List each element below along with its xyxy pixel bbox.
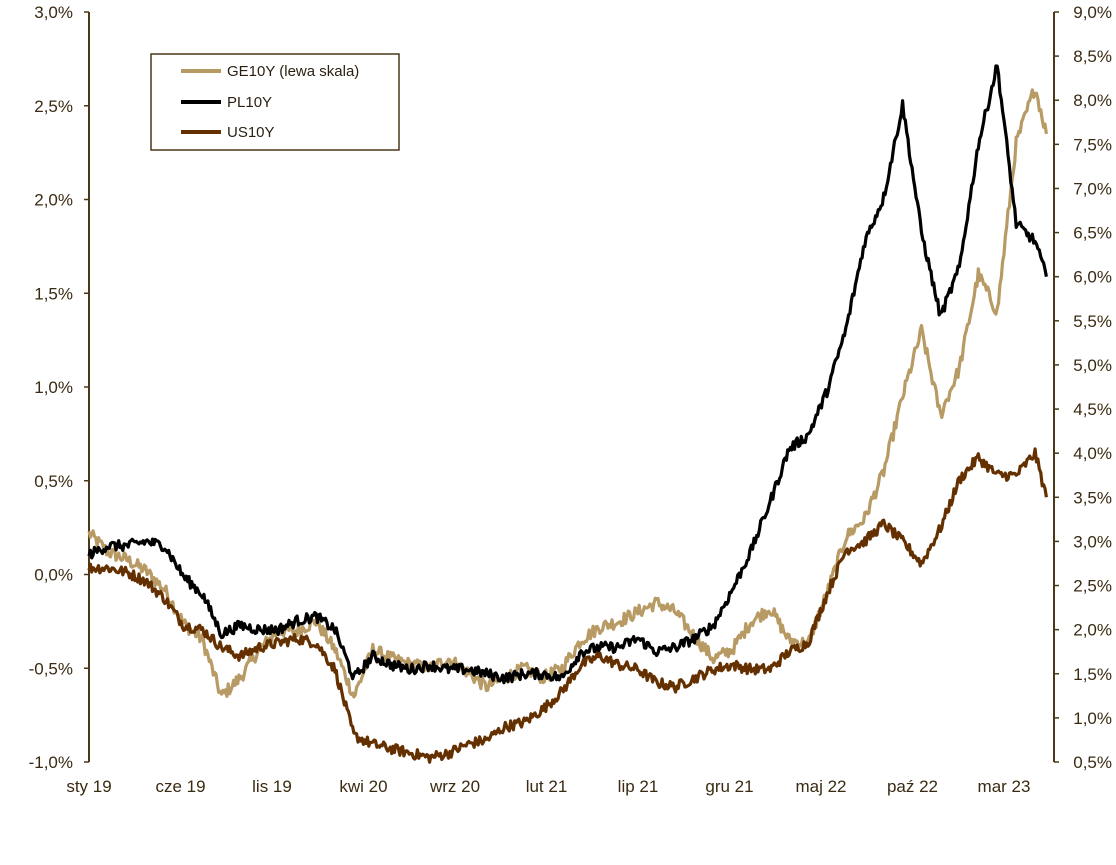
left-tick-label: -1,0% bbox=[29, 753, 73, 772]
right-tick-label: 7,5% bbox=[1073, 135, 1112, 154]
left-axis-ticks: -1,0% -0,5% 0,0% 0,5% 1,0% 1,5% 2,0% 2,5% 3,0% bbox=[29, 3, 89, 772]
series-line-us10y bbox=[87, 447, 1048, 764]
series-lines bbox=[87, 64, 1048, 764]
x-tick-label: mar 23 bbox=[978, 777, 1031, 796]
right-tick-label: 2,0% bbox=[1073, 621, 1112, 640]
right-axis-ticks: 0,5% 1,0% 1,5% 2,0% 2,5% 3,0% 3,5% 4,0% 4,5% 5,0%… bbox=[1054, 3, 1112, 772]
left-tick-label: 3,0% bbox=[34, 3, 73, 22]
x-axis-ticks: sty 19 cze 19 lis 19 kwi 20 wrz 20 lut 21 lip … bbox=[66, 777, 1030, 796]
x-tick-label: kwi 20 bbox=[339, 777, 387, 796]
right-tick-label: 4,5% bbox=[1073, 400, 1112, 419]
left-tick-label: 1,0% bbox=[34, 378, 73, 397]
left-tick-label: 0,0% bbox=[34, 566, 73, 585]
legend: GE10Y (lewa skala) PL10Y US10Y bbox=[150, 53, 400, 151]
right-tick-label: 9,0% bbox=[1073, 3, 1112, 22]
left-tick-label: 2,0% bbox=[34, 191, 73, 210]
right-tick-label: 1,5% bbox=[1073, 665, 1112, 684]
right-tick-label: 7,0% bbox=[1073, 179, 1112, 198]
x-tick-label: maj 22 bbox=[795, 777, 846, 796]
right-tick-label: 5,0% bbox=[1073, 356, 1112, 375]
x-tick-label: lip 21 bbox=[618, 777, 659, 796]
x-tick-label: wrz 20 bbox=[429, 777, 480, 796]
right-tick-label: 8,0% bbox=[1073, 91, 1112, 110]
right-tick-label: 6,5% bbox=[1073, 224, 1112, 243]
right-tick-label: 5,5% bbox=[1073, 312, 1112, 331]
legend-label-ge10y: GE10Y (lewa skala) bbox=[227, 63, 359, 80]
x-tick-label: cze 19 bbox=[155, 777, 205, 796]
series-line-pl10y bbox=[87, 64, 1048, 685]
right-tick-label: 3,5% bbox=[1073, 488, 1112, 507]
right-tick-label: 2,5% bbox=[1073, 577, 1112, 596]
x-tick-label: sty 19 bbox=[66, 777, 111, 796]
legend-label-us10y: US10Y bbox=[227, 124, 275, 141]
x-tick-label: paź 22 bbox=[887, 777, 938, 796]
series-line-ge10y bbox=[87, 88, 1048, 699]
x-tick-label: lis 19 bbox=[252, 777, 292, 796]
left-tick-label: 0,5% bbox=[34, 472, 73, 491]
right-tick-label: 4,0% bbox=[1073, 444, 1112, 463]
left-tick-label: 1,5% bbox=[34, 284, 73, 303]
right-tick-label: 0,5% bbox=[1073, 753, 1112, 772]
right-tick-label: 3,0% bbox=[1073, 532, 1112, 551]
left-tick-label: 2,5% bbox=[34, 97, 73, 116]
x-tick-label: lut 21 bbox=[526, 777, 568, 796]
right-tick-label: 6,0% bbox=[1073, 268, 1112, 287]
x-tick-label: gru 21 bbox=[705, 777, 753, 796]
right-tick-label: 8,5% bbox=[1073, 47, 1112, 66]
left-tick-label: -0,5% bbox=[29, 659, 73, 678]
legend-label-pl10y: PL10Y bbox=[227, 94, 272, 111]
right-tick-label: 1,0% bbox=[1073, 709, 1112, 728]
